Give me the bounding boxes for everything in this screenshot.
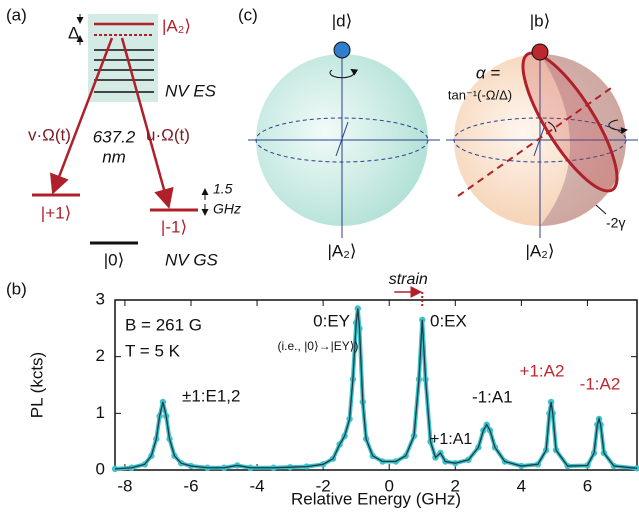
- spectrum-chart: (b) PL (kcts) Relative Energy (GHz) 0 1 2 3…: [6, 271, 639, 508]
- state-label: |A₂⟩: [328, 241, 357, 260]
- y-tick-label: 2: [96, 346, 105, 365]
- x-tick-label: 2: [451, 476, 460, 495]
- fit-line: [114, 308, 638, 470]
- annotation: 0:EY: [313, 311, 350, 330]
- y-axis-label: PL (kcts): [27, 352, 46, 418]
- plot-frame: [114, 299, 638, 471]
- rotation-axis: [457, 85, 615, 197]
- axis: [335, 121, 349, 157]
- annotation: +1:A1: [430, 431, 472, 448]
- es-label: NV ES: [165, 81, 217, 100]
- annotation: ±1:E1,2: [182, 386, 240, 405]
- annotation: -1:A2: [580, 374, 621, 393]
- transition-arrow: [50, 37, 114, 195]
- alpha-label: α =: [476, 63, 500, 82]
- x-tick-label: 6: [583, 476, 592, 495]
- level-label: |0⟩: [104, 250, 125, 269]
- level-label: |+1⟩: [41, 203, 71, 222]
- x-tick-label: 4: [517, 476, 526, 495]
- state-label: |A₂⟩: [526, 241, 555, 260]
- state-label: |d⟩: [332, 11, 353, 30]
- rotation: [329, 68, 359, 79]
- drive-label: v·Ω(t): [28, 125, 71, 144]
- gs-label: NV GS: [165, 250, 219, 269]
- splitting: GHz: [213, 201, 241, 217]
- alpha-label: tan⁻¹(-Ω/Δ): [448, 87, 512, 102]
- es-band: [88, 14, 158, 102]
- annotation: -1:A1: [472, 387, 513, 406]
- x-tick-label: 0: [384, 476, 393, 495]
- drive-label: u·Ω(t): [146, 125, 190, 144]
- state-dot: [333, 41, 351, 59]
- panel-label: (a): [6, 5, 27, 24]
- y-tick-label: 1: [96, 403, 105, 422]
- state-dot: [531, 43, 549, 61]
- annotation: (i.e., |0⟩→|EY⟩): [278, 339, 359, 353]
- strain-label: strain: [389, 271, 428, 288]
- annotation: B = 261 G: [125, 315, 202, 334]
- panel-label: (c): [238, 5, 258, 24]
- panel-label: (b): [6, 279, 27, 298]
- x-tick-label: -6: [183, 476, 198, 495]
- x-tick-label: -4: [250, 476, 265, 495]
- leader: [595, 204, 607, 215]
- bloch-spheres: (c) |d⟩ |A₂⟩ |b⟩ |A₂⟩ α = tan⁻¹(-Ω/Δ) -2…: [238, 5, 638, 260]
- trajectory: [521, 51, 619, 193]
- delta-label: Δ: [68, 23, 79, 42]
- level-label: |A₂⟩: [162, 16, 191, 35]
- annotation: T = 5 K: [125, 341, 181, 360]
- annotation: +1:A2: [520, 361, 565, 380]
- state-label: |b⟩: [530, 11, 551, 30]
- annotation: 0:EX: [430, 311, 467, 330]
- level-label: |-1⟩: [161, 217, 187, 236]
- splitting: 1.5: [213, 181, 233, 197]
- y-tick-label: 3: [96, 289, 105, 308]
- y-tick-label: 0: [96, 459, 105, 478]
- rotation: [608, 119, 628, 135]
- angle-label: -2γ: [606, 215, 625, 231]
- transition-arrow: [120, 37, 174, 209]
- x-tick-label: -8: [117, 476, 132, 495]
- x-axis-label: Relative Energy (GHz): [291, 489, 461, 508]
- wavelength: 637.2: [93, 127, 136, 146]
- x-tick-label: -2: [316, 476, 331, 495]
- angle-arc: [547, 121, 557, 133]
- energy-level-diagram: (a) Δ |A₂⟩ NV ES v·Ω(t) u·Ω(t) 637.2 nm …: [6, 5, 241, 269]
- wavelength: nm: [102, 147, 126, 166]
